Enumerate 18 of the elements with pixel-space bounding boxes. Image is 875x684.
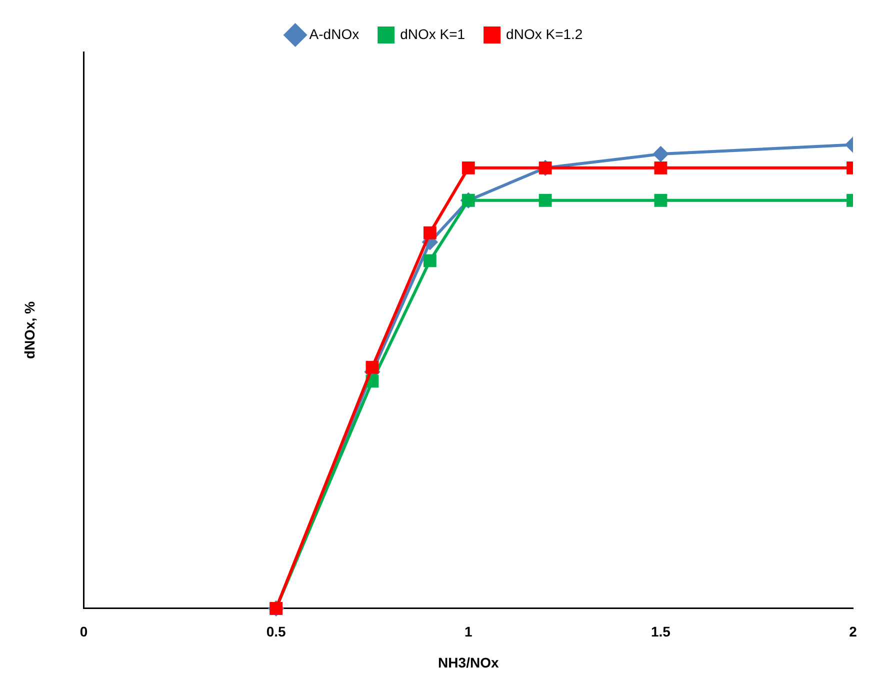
x-tick-label: 1.5 (650, 624, 671, 640)
point (538, 194, 552, 207)
x-axis-title: NH3/NOx (438, 654, 499, 670)
x-tick-label: 0.5 (266, 624, 286, 640)
point (366, 360, 379, 374)
point (423, 226, 436, 240)
legend-label: dNOx K=1.2 (506, 26, 583, 42)
point (654, 161, 668, 174)
point (654, 194, 668, 207)
x-tick-label: 2 (849, 624, 858, 640)
x-tick-label: 1 (464, 624, 472, 640)
legend-label: dNOx K=1 (400, 26, 466, 42)
point (423, 254, 436, 268)
point (653, 146, 668, 162)
legend-label: A-dNOx (309, 26, 360, 42)
y-axis-title: dNOx, % (21, 300, 38, 359)
x-tick-label: 0 (80, 624, 88, 640)
point (462, 161, 475, 174)
